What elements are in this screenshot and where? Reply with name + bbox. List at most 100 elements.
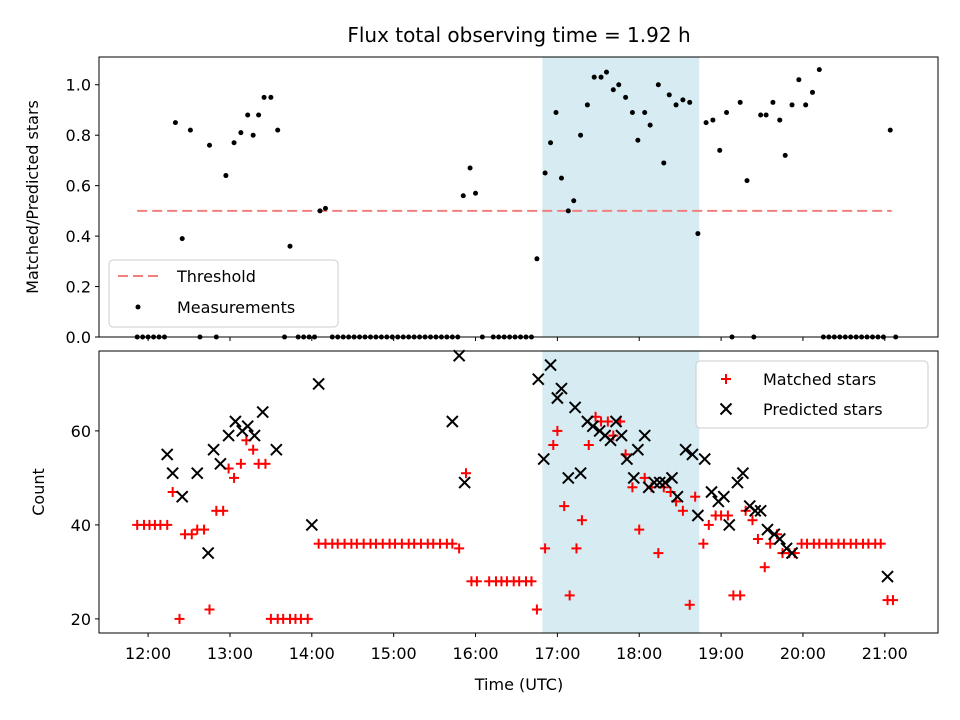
- legend-threshold-label: Threshold: [176, 267, 256, 286]
- matched-star-point: [576, 515, 587, 526]
- matched-star-point: [703, 519, 714, 530]
- predicted-star-point: [785, 546, 799, 560]
- matched-star-point: [887, 595, 898, 606]
- measurement-points: [134, 67, 899, 340]
- matched-star-point: [690, 491, 701, 502]
- x-axis-label: Time (UTC): [474, 675, 563, 694]
- matched-star-point: [302, 613, 313, 624]
- measurement-point: [603, 69, 609, 75]
- x-tick-label: 19:00: [698, 644, 744, 663]
- predicted-star-point: [627, 471, 640, 485]
- matched-stars-points: [132, 411, 898, 624]
- predicted-star-point: [446, 415, 459, 428]
- top-y-ticks: 0.0 0.2 0.4 0.6 0.8 1.0: [66, 76, 99, 347]
- legend-measurements-label: Measurements: [177, 298, 295, 317]
- predicted-star-point: [222, 429, 235, 442]
- predicted-star-point: [679, 443, 692, 456]
- measurement-point: [623, 94, 629, 100]
- predicted-star-point: [586, 419, 600, 433]
- measurement-point: [467, 165, 473, 171]
- top-x-ticks: [147, 337, 886, 341]
- matched-star-point: [460, 468, 471, 479]
- matched-star-point: [735, 590, 746, 601]
- measurement-point: [207, 142, 213, 148]
- matched-star-point: [684, 599, 695, 610]
- matched-star-point: [571, 543, 582, 554]
- measurement-point: [782, 152, 788, 158]
- measurement-point: [542, 170, 548, 176]
- predicted-star-point: [568, 401, 582, 414]
- measurement-point: [245, 112, 251, 118]
- predicted-star-point: [648, 476, 661, 489]
- bottom-axes-frame: [98, 350, 939, 634]
- matched-star-point: [698, 538, 709, 549]
- predicted-star-point: [723, 518, 736, 532]
- x-tick-label: 16:00: [452, 644, 498, 663]
- x-tick-label: 20:00: [780, 644, 826, 663]
- matched-star-point: [747, 515, 758, 526]
- observing-span-top: [542, 57, 700, 337]
- predicted-star-point: [452, 349, 466, 362]
- legend-matched-swatch: [721, 374, 731, 384]
- measurement-point: [473, 190, 479, 196]
- predicted-star-point: [615, 429, 628, 442]
- predicted-star-point: [620, 452, 634, 466]
- predicted-star-point: [574, 466, 587, 480]
- predicted-star-point: [665, 471, 679, 485]
- measurement-point: [553, 109, 559, 115]
- matched-star-point: [559, 501, 570, 512]
- measurement-point: [647, 122, 653, 128]
- predicted-star-point: [638, 429, 651, 442]
- top-legend-box: [108, 259, 339, 328]
- measurement-point: [548, 140, 554, 146]
- x-tick-label: 17:00: [534, 644, 580, 663]
- measurement-point: [534, 256, 540, 262]
- measurement-point: [275, 127, 281, 133]
- measurement-point: [887, 127, 893, 133]
- measurement-point: [616, 82, 622, 88]
- measurement-point: [758, 112, 764, 118]
- matched-star-point: [260, 458, 271, 469]
- bottom-x-ticks: 12:00 13:00 14:00 15:00 16:00 17:00 18:00 19:00…: [125, 633, 908, 663]
- predicted-star-point: [748, 504, 762, 518]
- matched-star-point: [564, 590, 575, 601]
- x-tick-label: 14:00: [289, 644, 335, 663]
- predicted-star-point: [691, 509, 705, 522]
- predicted-star-point: [214, 457, 227, 471]
- predicted-star-point: [671, 490, 684, 503]
- predicted-star-point: [270, 443, 283, 456]
- matched-star-point: [248, 444, 259, 455]
- matched-star-point: [229, 472, 240, 483]
- predicted-star-point: [551, 391, 564, 405]
- measurement-point: [770, 99, 776, 105]
- predicted-star-point: [256, 405, 269, 419]
- bottom-y-tick-label: 40: [71, 516, 91, 535]
- measurement-point: [565, 208, 571, 214]
- measurement-point: [591, 74, 597, 80]
- measurement-point: [703, 120, 709, 126]
- predicted-star-point: [631, 443, 645, 456]
- measurement-point: [710, 117, 716, 123]
- legend-measurements-swatch: [135, 304, 141, 310]
- predicted-star-point: [532, 372, 545, 386]
- predicted-star-point: [761, 523, 774, 536]
- matched-star-point: [759, 562, 770, 573]
- predicted-star-point: [201, 546, 215, 560]
- predicted-star-point: [537, 452, 550, 466]
- predicted-star-point: [305, 518, 319, 532]
- predicted-stars-points: [161, 349, 894, 583]
- top-panel: 0.0 0.2 0.4 0.6 0.8 1.0 Matched/Predicted sta…: [23, 56, 939, 347]
- matched-star-point: [167, 487, 178, 497]
- measurement-point: [223, 173, 229, 179]
- matched-star-point: [634, 524, 645, 535]
- measurement-point: [231, 140, 237, 146]
- predicted-star-point: [191, 466, 204, 480]
- bottom-y-ticks: 20 40 60: [71, 422, 99, 629]
- matched-star-point: [875, 538, 886, 549]
- predicted-star-point: [881, 570, 894, 583]
- predicted-star-point: [207, 443, 220, 456]
- measurement-point: [584, 102, 590, 108]
- predicted-star-point: [736, 466, 750, 480]
- matched-star-point: [627, 482, 638, 493]
- matched-star-point: [540, 543, 551, 554]
